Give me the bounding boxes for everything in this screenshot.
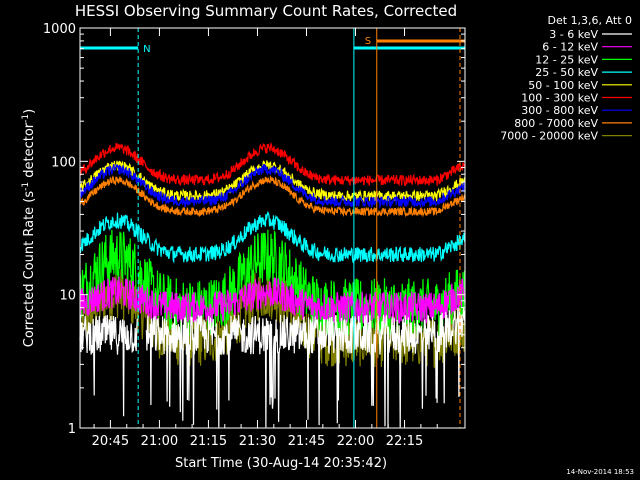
legend-label-800-7000-kev: 800 - 7000 keV <box>514 117 598 130</box>
chart-title: HESSI Observing Summary Count Rates, Cor… <box>75 2 457 20</box>
y-tick-label: 100 <box>51 155 76 170</box>
markers-layer: NS <box>79 28 466 428</box>
y-tick-label: 1000 <box>43 22 76 37</box>
x-tick-label: 21:30 <box>239 434 276 449</box>
series-layer <box>79 141 466 428</box>
saa-label: S <box>365 36 371 47</box>
legend-label-7000-20000-kev: 7000 - 20000 keV <box>500 130 598 143</box>
series-line-25-50-kev <box>79 210 466 264</box>
y-axis-label-sup1: -1 <box>21 182 31 191</box>
series-line-6-12-kev <box>79 276 466 324</box>
legend-label-100-300-kev: 100 - 300 keV <box>521 92 598 105</box>
legend-label-3-6-kev: 3 - 6 keV <box>549 28 598 41</box>
series-line-800-7000-kev <box>79 174 466 218</box>
x-axis-label: Start Time (30-Aug-14 20:35:42) <box>175 456 387 471</box>
legend-label-12-25-kev: 12 - 25 keV <box>535 53 598 66</box>
x-tick-label: 22:15 <box>386 434 423 449</box>
y-axis-label-a: Corrected Count Rate (s <box>22 191 37 348</box>
x-tick-label: 21:45 <box>288 434 325 449</box>
series-line-100-300-kev <box>79 141 466 187</box>
x-tick-label: 21:15 <box>190 434 227 449</box>
legend-label-300-800-kev: 300 - 800 keV <box>521 104 598 117</box>
legend-label-25-50-kev: 25 - 50 keV <box>535 66 598 79</box>
legend-header: Det 1,3,6, Att 0 <box>548 14 632 27</box>
ticks-layer: 20:45 21:00 21:15 21:30 21:45 22:00 22:15 1 10 10… <box>43 22 465 449</box>
series-line-50-100-kev <box>79 160 466 204</box>
y-axis-label-b: detector <box>22 122 37 182</box>
x-tick-label: 21:00 <box>141 434 178 449</box>
y-axis-label-c: ) <box>22 109 37 114</box>
legend-label-50-100-kev: 50 - 100 keV <box>528 79 598 92</box>
y-tick-label: 10 <box>59 289 76 304</box>
plot-frame <box>79 27 466 429</box>
x-tick-label: 20:45 <box>92 434 129 449</box>
timestamp: 14-Nov-2014 18:53 <box>566 468 634 476</box>
series-line-300-800-kev <box>79 163 466 209</box>
y-tick-label: 1 <box>68 422 76 437</box>
y-axis-label: Corrected Count Rate (s-1 detector-1) <box>21 109 37 347</box>
series-line-3-6-kev <box>79 307 466 428</box>
y-axis-label-sup2: -1 <box>21 114 31 123</box>
legend-label-6-12-kev: 6 - 12 keV <box>542 41 598 54</box>
x-tick-label: 22:00 <box>337 434 374 449</box>
night-label: N <box>143 44 150 55</box>
